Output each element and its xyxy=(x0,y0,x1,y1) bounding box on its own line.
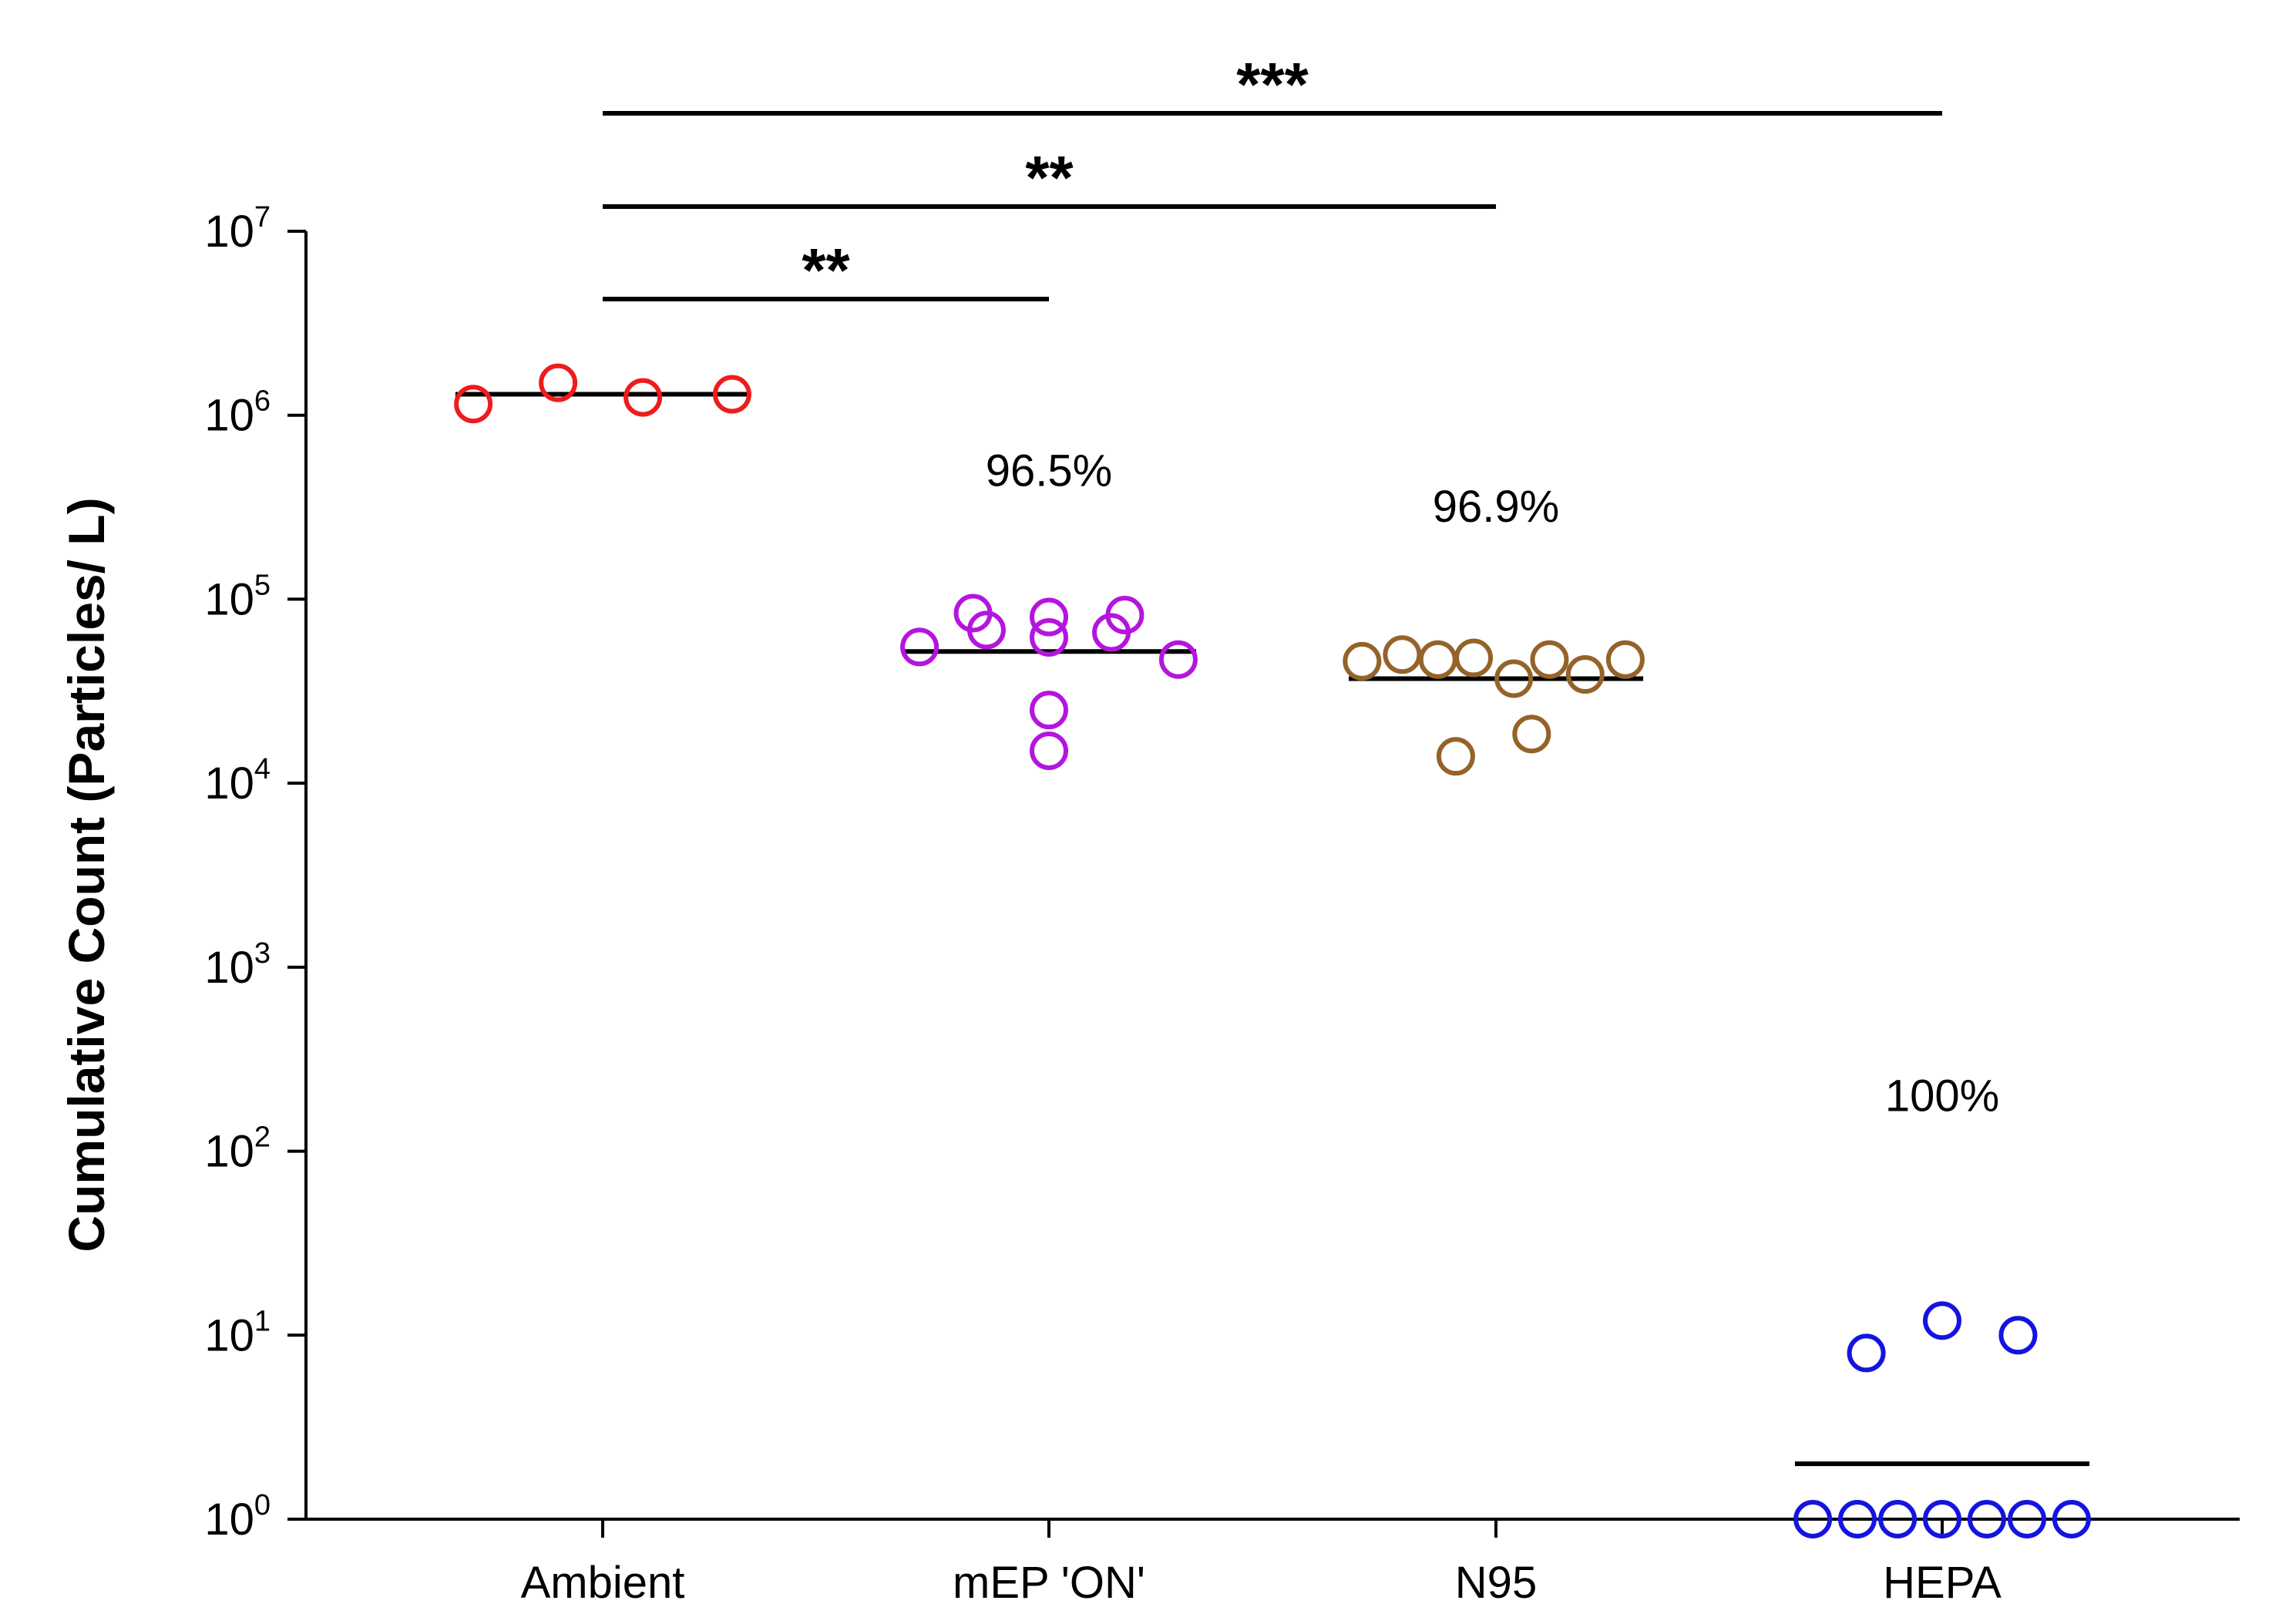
significance-stars: ** xyxy=(802,236,850,304)
data-point xyxy=(712,375,751,414)
data-point xyxy=(1105,596,1144,635)
significance-stars: ** xyxy=(1025,143,1074,212)
x-tick-label: Ambient xyxy=(521,1558,685,1608)
data-point xyxy=(539,363,578,402)
median-lines xyxy=(455,392,2090,1467)
x-tick-label: mEP 'ON' xyxy=(953,1558,1145,1608)
data-point xyxy=(1030,617,1068,657)
data-point xyxy=(1530,640,1569,679)
data-point xyxy=(1923,1301,1961,1340)
data-point xyxy=(1793,1500,1833,1538)
data-point xyxy=(624,378,663,417)
reduction-percentage-label: 96.5% xyxy=(986,446,1112,496)
data-point xyxy=(1565,655,1605,694)
significance-stars: *** xyxy=(1236,50,1309,119)
data-point xyxy=(1494,659,1534,698)
data-point xyxy=(1436,737,1475,776)
y-ticks: 100 101 102 103 104 105 106 107 xyxy=(204,201,306,1545)
reduction-percentage-label: 100% xyxy=(1885,1071,1999,1121)
data-point xyxy=(1454,638,1494,678)
y-tick-label: 101 xyxy=(204,1305,271,1360)
data-points xyxy=(454,363,2091,1538)
data-point xyxy=(1967,1500,2006,1538)
data-point xyxy=(1158,640,1198,679)
significance-brackets: ******* xyxy=(603,50,1942,304)
y-tick-label: 104 xyxy=(204,753,271,809)
data-point xyxy=(1030,597,1068,637)
data-point xyxy=(2052,1500,2091,1538)
y-tick-label: 103 xyxy=(204,937,271,993)
data-point xyxy=(966,610,1006,650)
axes xyxy=(304,231,2240,1521)
data-point xyxy=(1847,1333,1886,1373)
data-point xyxy=(900,627,939,667)
y-tick-label: 107 xyxy=(204,201,271,257)
y-tick-label: 106 xyxy=(204,385,271,441)
data-point xyxy=(1998,1316,2038,1355)
x-tick-label: HEPA xyxy=(1883,1558,2002,1608)
reduction-labels: 96.5% 96.9% 100% xyxy=(986,446,1999,1121)
data-point xyxy=(1030,731,1068,771)
data-point xyxy=(2008,1500,2047,1538)
x-ticks: Ambient mEP 'ON' N95 HEPA xyxy=(521,1519,2002,1608)
data-point xyxy=(1837,1500,1877,1538)
y-tick-label: 100 xyxy=(204,1489,271,1545)
data-point xyxy=(1343,641,1382,681)
y-tick-label: 102 xyxy=(204,1121,271,1177)
y-tick-label: 105 xyxy=(204,569,271,624)
data-point xyxy=(1512,714,1551,754)
data-point xyxy=(1418,640,1457,679)
y-axis-label: Cumulative Count (Particles/ L) xyxy=(58,497,115,1252)
data-point xyxy=(1383,635,1422,674)
reduction-percentage-label: 96.9% xyxy=(1433,482,1559,532)
data-point xyxy=(1030,691,1068,730)
x-tick-label: N95 xyxy=(1455,1558,1537,1608)
data-point xyxy=(1878,1500,1918,1538)
data-point xyxy=(1605,640,1645,679)
data-point xyxy=(1923,1500,1961,1538)
data-point xyxy=(454,385,493,424)
